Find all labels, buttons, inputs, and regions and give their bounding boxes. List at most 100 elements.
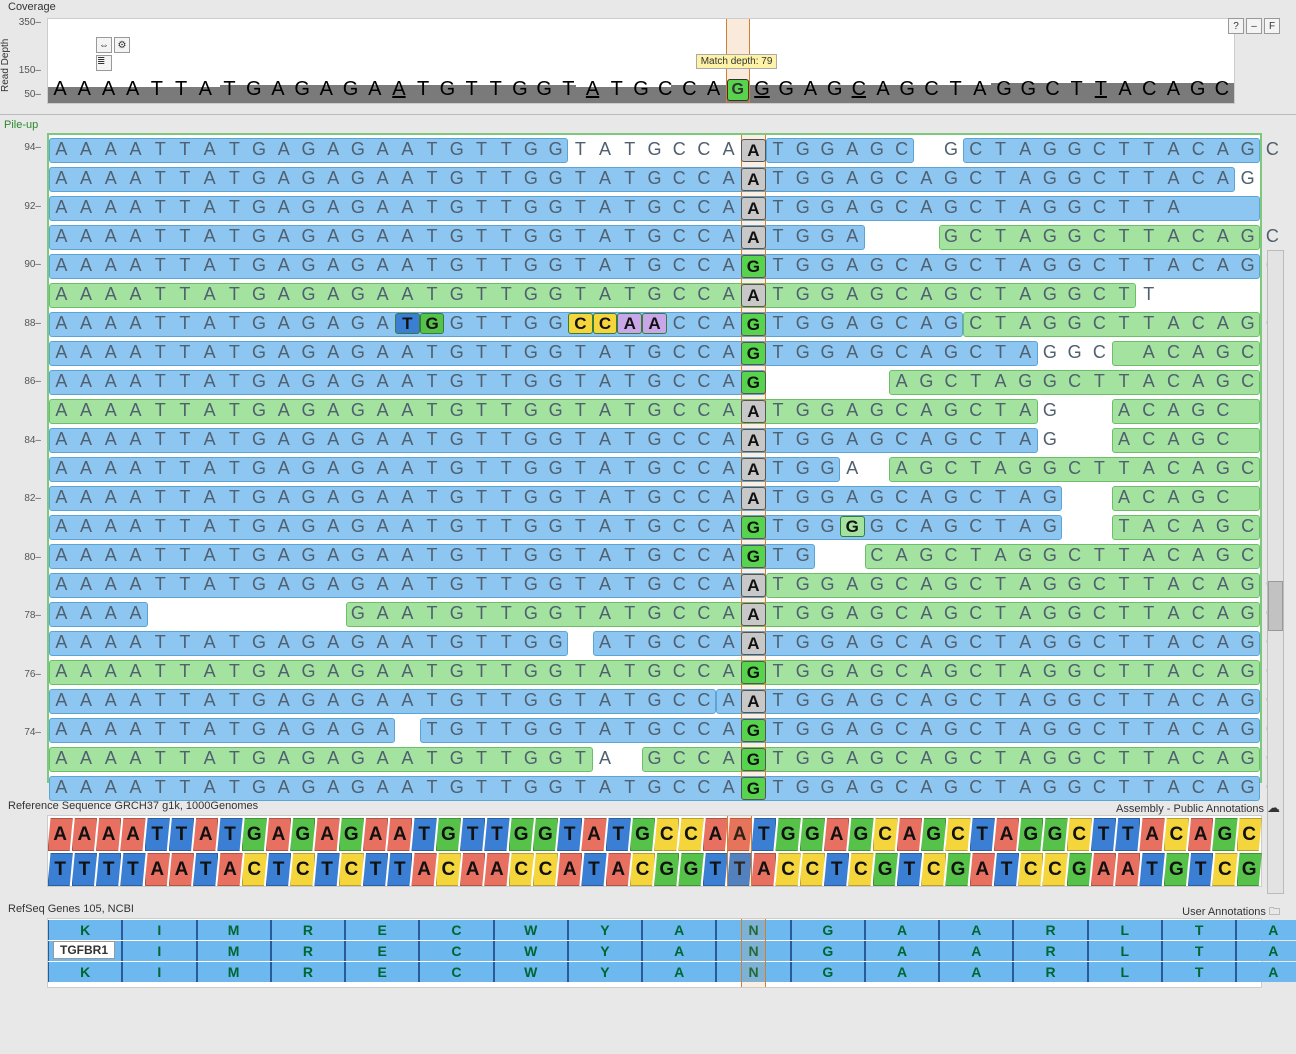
reference-base: G [1164, 853, 1189, 886]
help-icon[interactable]: ? [1228, 18, 1244, 34]
amino-acid-cell: A [1236, 962, 1296, 982]
mismatch-base: G [840, 516, 865, 537]
reference-base: A [1091, 853, 1116, 886]
amino-acid-cell: Y [568, 920, 642, 940]
reference-forward-strand: AAAATTATGAGAGAATGTTGGTATGCCAATGGAGCAGCTA… [48, 818, 1261, 851]
reference-base: T [994, 853, 1019, 886]
coverage-plot[interactable]: AAAATTATGAGAGAATGTTGGTATGCCATGGAGCAGCTAG… [47, 18, 1235, 104]
reference-base: A [266, 818, 291, 851]
gene-aa-row-3: KIMRECWYANGAARLTA [48, 962, 1261, 982]
reference-base: T [703, 853, 728, 886]
reference-base: G [1042, 818, 1067, 851]
consensus-base: T [944, 75, 968, 103]
variant-base: A [741, 690, 766, 713]
gear-icon[interactable]: ⚙ [114, 37, 130, 53]
consensus-base: T [411, 75, 435, 103]
variant-base: A [741, 284, 766, 307]
reference-base: C [436, 853, 461, 886]
reference-base: C [533, 853, 558, 886]
variant-base: G [741, 777, 766, 800]
reference-base: C [1067, 818, 1092, 851]
coverage-left-toolbar: ⇔⚙≣ [95, 36, 131, 72]
amino-acid-cell: C [419, 962, 493, 982]
cloud-icon: ☁ [1267, 800, 1280, 815]
amino-acid-cell: E [345, 962, 419, 982]
reference-track[interactable]: AAAATTATGAGAGAATGTTGGTATGCCAATGGAGCAGCTA… [47, 815, 1262, 887]
consensus-base: C [1040, 75, 1064, 103]
reference-base: A [1188, 818, 1213, 851]
read-row: AAAATTATGAGAGAATGTTGGATGCCAATGGAGCAGCTAG… [49, 630, 1260, 657]
reference-base: G [509, 818, 534, 851]
mismatch-base: C [568, 313, 593, 334]
amino-acid-cell: A [865, 941, 939, 961]
reference-base: C [630, 853, 655, 886]
reference-base: T [484, 818, 509, 851]
reference-base: C [1042, 853, 1067, 886]
reference-base: A [897, 818, 922, 851]
reference-base: T [314, 853, 339, 886]
read-row: AAAATTATGAGAGAATGTTGGTATGCCAATGGAGCTAGGC… [49, 224, 1260, 251]
reference-base: T [1139, 853, 1164, 886]
minimize-icon[interactable]: – [1246, 18, 1262, 34]
consensus-base: C [677, 75, 701, 103]
gene-aa-row-2: KIMRECWYANGAARLTA [48, 941, 1261, 961]
amino-acid-cell: W [494, 920, 568, 940]
amino-acid-cell: A [642, 962, 716, 982]
reference-base: A [606, 853, 631, 886]
read-row: AAAATTATGAGAGAATGTTGGTATGCCAATGGAAGCTAGG… [49, 456, 1260, 483]
consensus-base: G [338, 75, 362, 103]
amino-acid-cell: I [122, 920, 196, 940]
consensus-base: C [653, 75, 677, 103]
read-row: AAAATTATGAGAGATGGTTGGCCAACCAGTGGAGCAGCTA… [49, 311, 1260, 338]
consensus-base: G [532, 75, 556, 103]
consensus-base: A [968, 75, 992, 103]
reference-base: T [169, 818, 194, 851]
mismatch-base: T [395, 313, 420, 334]
variant-base: G [741, 255, 766, 278]
consensus-base: A [193, 75, 217, 103]
variant-base: A [741, 487, 766, 510]
reference-base: C [654, 818, 679, 851]
reference-base: T [606, 818, 631, 851]
reference-base: A [994, 818, 1019, 851]
consensus-base: G [1186, 75, 1210, 103]
consensus-base: T [459, 75, 483, 103]
amino-acid-cell: Y [568, 941, 642, 961]
gene-name-label[interactable]: TGFBR1 [53, 941, 115, 959]
pileup-scrollbar-thumb[interactable] [1268, 581, 1283, 631]
arrows-icon[interactable]: ⇔ [96, 37, 112, 53]
filter-icon[interactable]: F [1264, 18, 1280, 34]
reference-base: T [145, 818, 170, 851]
consensus-base: G [895, 75, 919, 103]
reference-base: G [436, 818, 461, 851]
amino-acid-cell: K [48, 962, 122, 982]
read-row: AAAAGAATGTTGGTATGCCAATGGAGCAGCTAGGCTTACA… [49, 601, 1260, 628]
read-row: AAAATTATGAGAGATGTTGGTATGCCAGTGGAGCAGCTAG… [49, 717, 1260, 744]
consensus-base: A [701, 75, 725, 103]
reference-base: G [290, 818, 315, 851]
variant-base: A [741, 400, 766, 423]
gene-track[interactable]: KIMRECWYANGAARLTA KIMRECWYANGAARLTA KIMR… [47, 918, 1262, 988]
reference-base: T [411, 818, 436, 851]
pileup-track[interactable]: AAAATTATGAGAGAATGTTGGTATGCCAATGGAGCGCTAG… [47, 133, 1262, 783]
reference-base: G [1212, 818, 1237, 851]
consensus-base: G [823, 75, 847, 103]
reference-base: C [1164, 818, 1189, 851]
read-row: AAAATTATGAGAGAATGTTGGTATGCCAATGGAGCGCTAG… [49, 137, 1260, 164]
read-depth-axis-label: Read Depth [0, 30, 12, 100]
consensus-base: C [847, 75, 871, 103]
layers-icon[interactable]: ≣ [96, 55, 112, 71]
reference-base: T [266, 853, 291, 886]
reference-base: C [290, 853, 315, 886]
amino-acid-cell: R [271, 941, 345, 961]
variant-base: G [741, 313, 766, 336]
amino-acid-cell: A [939, 941, 1013, 961]
coverage-variant-alt-box: G [727, 79, 749, 101]
reference-base: A [824, 818, 849, 851]
reference-base: T [120, 853, 145, 886]
read-row: AAAATTATGAGAGAATGTTGGTATGCCAATGGAGCAGCTA… [49, 166, 1260, 193]
reference-base: A [96, 818, 121, 851]
amino-acid-cell: G [791, 941, 865, 961]
read-row: AAAATTATGAGAGAATGTTGGTATGCCAATGGAGCAGCTA… [49, 282, 1260, 309]
consensus-base: G [750, 75, 774, 103]
